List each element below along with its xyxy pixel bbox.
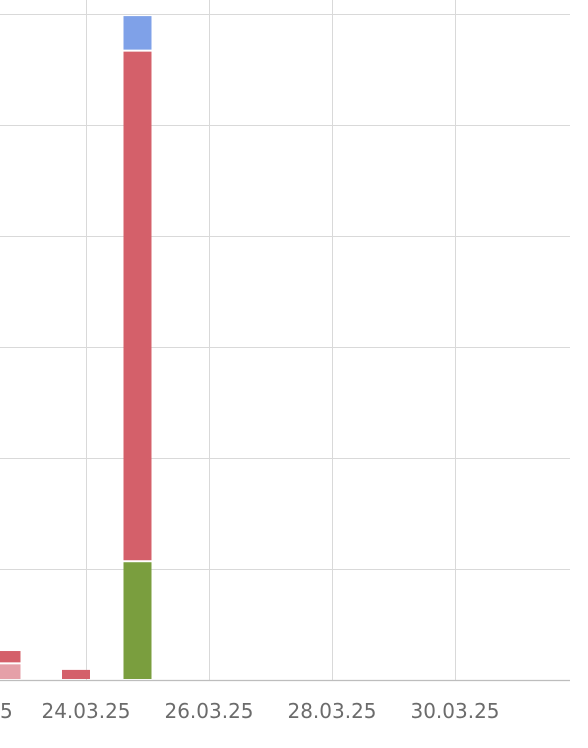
bar-segment xyxy=(123,16,152,50)
bar-segment xyxy=(62,669,90,679)
grid xyxy=(0,0,570,680)
x-tick-label: 5 xyxy=(0,699,13,723)
x-tick-label: 24.03.25 xyxy=(41,699,130,723)
x-axis: 5 24.03.25 26.03.25 28.03.25 30.03.25 xyxy=(0,679,570,723)
bar-segment xyxy=(123,562,152,679)
bar-segment xyxy=(0,651,21,663)
bar-segment xyxy=(123,51,152,561)
x-tick-label: 30.03.25 xyxy=(410,699,499,723)
x-tick-label: 26.03.25 xyxy=(164,699,253,723)
x-tick-label: 28.03.25 xyxy=(287,699,376,723)
bars xyxy=(0,16,152,679)
bar-segment xyxy=(0,664,21,679)
